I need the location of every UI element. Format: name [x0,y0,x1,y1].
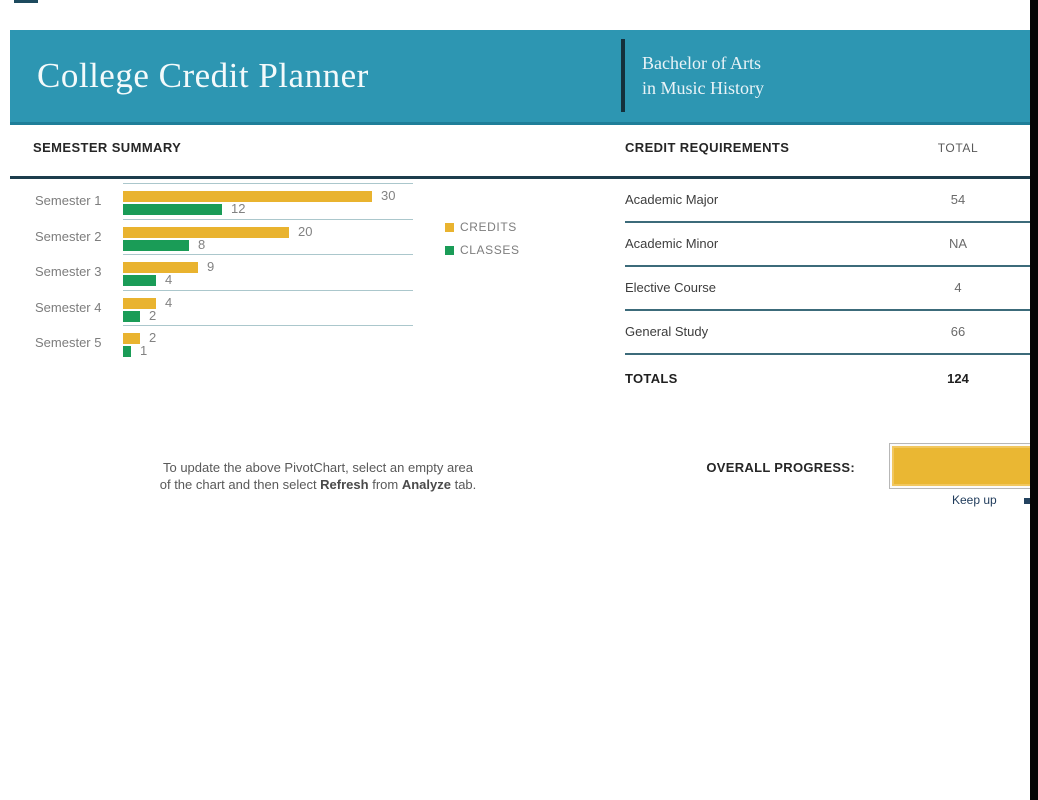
total-column-header: TOTAL [937,141,979,155]
legend-label: CREDITS [460,220,517,234]
chart-category-label: Semester 3 [35,264,102,279]
requirement-label-cell[interactable]: Academic Minor [625,236,719,251]
analyze-keyword: Analyze [401,477,451,492]
chart-legend: CREDITS CLASSES [445,220,520,266]
table-row: General Study 66 [625,311,1030,355]
legend-item-classes: CLASSES [445,243,520,257]
category-separator-line [123,290,413,291]
degree-subtitle: Bachelor of Arts in Music History [642,51,764,101]
classes-value-label: 8 [198,237,206,252]
pivot-note-line2: of the chart and then select Refresh fro… [159,477,477,492]
keep-up-note: Keep up [952,493,997,507]
credits-bar[interactable] [123,191,372,202]
chart-category-row: Semester 1 30 12 [35,183,447,219]
credits-bar[interactable] [123,227,289,238]
chart-category-label: Semester 4 [35,300,102,315]
right-edge-strip [1030,0,1038,800]
requirement-total-cell[interactable]: 4 [954,280,962,295]
semester-summary-heading: SEMESTER SUMMARY [33,140,182,155]
progress-fill [892,446,1035,486]
note-continuation-mark [1024,498,1030,504]
chart-category-label: Semester 1 [35,193,102,208]
top-edge-mark [14,0,38,3]
credits-value-label: 4 [165,295,173,310]
credits-bar[interactable] [123,262,198,273]
classes-bar[interactable] [123,311,140,322]
credits-value-label: 9 [207,259,215,274]
classes-swatch-icon [445,245,454,255]
category-separator-line [123,254,413,255]
legend-label: CLASSES [460,243,520,257]
chart-category-row: Semester 3 9 4 [35,254,447,290]
overall-progress-label: OVERALL PROGRESS: [706,460,855,475]
totals-row: TOTALS 124 [625,357,1030,401]
totals-label: TOTALS [625,371,678,386]
credits-value-label: 30 [381,188,396,203]
chart-category-row: Semester 2 20 8 [35,219,447,255]
degree-line-1: Bachelor of Arts [642,53,761,73]
overall-progress-bar[interactable] [889,443,1038,489]
chart-category-label: Semester 2 [35,229,102,244]
table-row: Academic Major 54 [625,179,1030,223]
classes-bar[interactable] [123,346,131,357]
classes-value-label: 12 [231,201,246,216]
requirement-label-cell[interactable]: Elective Course [625,280,717,295]
credits-bar[interactable] [123,333,140,344]
banner-divider [621,39,625,112]
category-separator-line [123,219,413,220]
classes-bar[interactable] [123,204,222,215]
refresh-keyword: Refresh [320,477,369,492]
requirement-total-cell[interactable]: 54 [950,192,966,207]
legend-item-credits: CREDITS [445,220,520,234]
category-separator-line [123,183,413,184]
classes-bar[interactable] [123,240,189,251]
classes-value-label: 2 [149,308,157,323]
degree-line-2: in Music History [642,78,765,98]
credit-requirements-heading: CREDIT REQUIREMENTS [625,140,790,155]
requirement-label-cell[interactable]: General Study [625,324,709,339]
chart-category-label: Semester 5 [35,335,102,350]
pivot-note: To update the above PivotChart, select a… [90,459,546,493]
classes-bar[interactable] [123,275,156,286]
table-row: Academic Minor NA [625,223,1030,267]
classes-value-label: 4 [165,272,173,287]
credits-value-label: 20 [298,224,313,239]
table-row: Elective Course 4 [625,267,1030,311]
section-divider-rule [10,176,1030,179]
requirements-table: Academic Major 54 Academic Minor NA Elective… [625,179,1030,355]
category-separator-line [123,325,413,326]
credits-swatch-icon [445,222,454,232]
requirement-total-cell[interactable]: 66 [950,324,966,339]
requirement-total-cell[interactable]: NA [948,236,968,251]
title-banner: College Credit Planner Bachelor of Arts … [10,30,1030,125]
requirement-label-cell[interactable]: Academic Major [625,192,719,207]
page-title: College Credit Planner [37,56,369,95]
credits-bar[interactable] [123,298,156,309]
totals-value-cell[interactable]: 124 [947,371,969,386]
credits-value-label: 2 [149,330,157,345]
pivot-note-line1: To update the above PivotChart, select a… [162,460,474,475]
classes-value-label: 1 [140,343,148,358]
